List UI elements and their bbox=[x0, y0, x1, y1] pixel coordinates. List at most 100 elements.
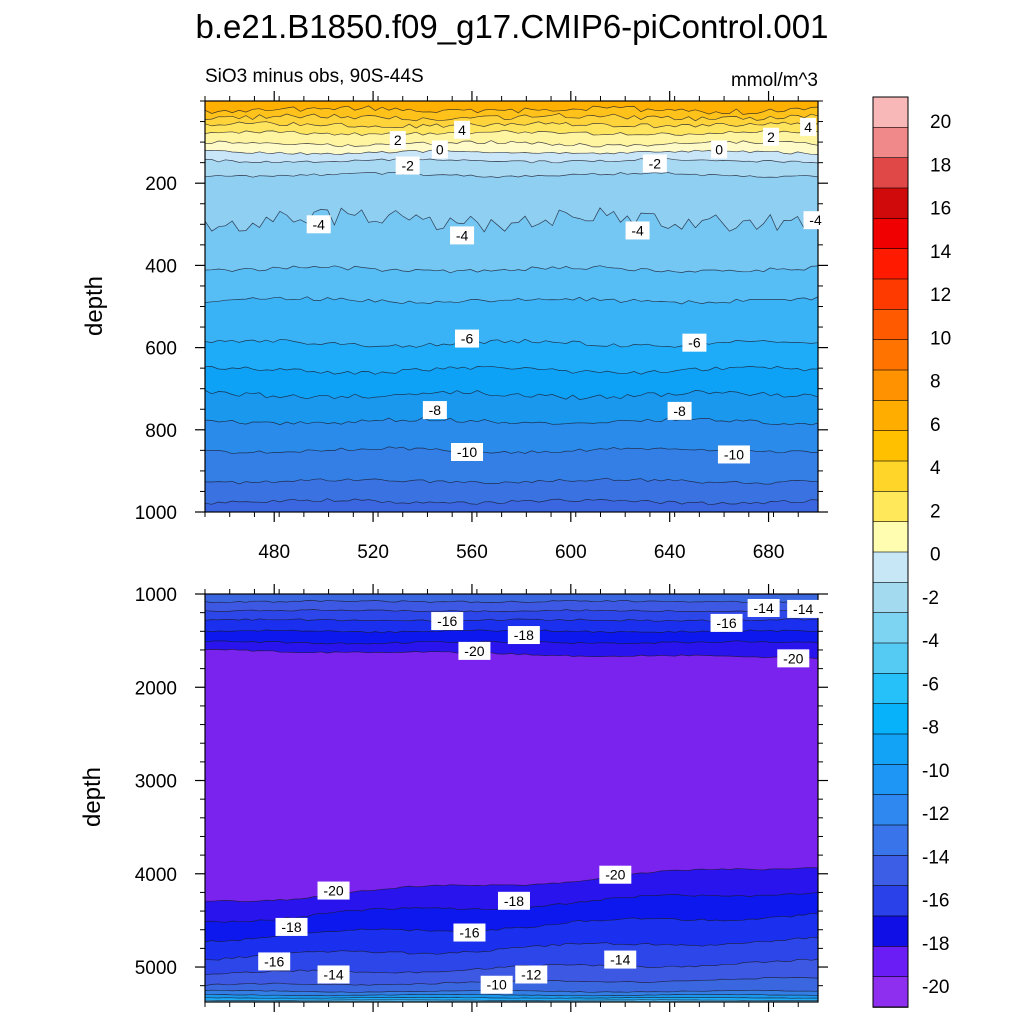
upper-panel-contour-line-2 bbox=[205, 121, 818, 129]
upper-panel-contour-line-3 bbox=[205, 129, 818, 136]
upper-panel-contour-label: 2 bbox=[389, 131, 406, 150]
svg-text:4: 4 bbox=[458, 122, 466, 138]
lower-panel-contour-label: -16 bbox=[431, 612, 464, 631]
colorbar-swatch bbox=[872, 127, 909, 159]
upper-panel-contour-line-16 bbox=[205, 477, 818, 485]
colorbar-tick-label: -10 bbox=[922, 761, 949, 782]
upper-panel-contour-label: -2 bbox=[642, 154, 667, 173]
colorbar-swatch bbox=[872, 642, 909, 675]
svg-text:-14: -14 bbox=[754, 600, 774, 616]
upper-panel-contour-label: 0 bbox=[711, 140, 728, 159]
colorbar-tick-label: 6 bbox=[930, 415, 941, 436]
colorbar-tick-label: 18 bbox=[930, 155, 951, 176]
svg-text:-14: -14 bbox=[323, 966, 343, 982]
lower-panel-contour-line-6 bbox=[205, 867, 818, 902]
lower-panel-contour-line-0 bbox=[205, 599, 818, 604]
upper-panel-contour-label: -10 bbox=[717, 445, 750, 464]
panel-subtitle-right: mmol/m^3 bbox=[731, 70, 818, 91]
colorbar-swatch bbox=[872, 915, 909, 948]
colorbar-swatch bbox=[872, 824, 909, 857]
upper-panel-contour-label: 2 bbox=[763, 127, 780, 146]
svg-text:-18: -18 bbox=[504, 893, 524, 909]
lower-panel-contour-line-9 bbox=[205, 936, 818, 961]
colorbar-swatch bbox=[872, 96, 909, 129]
lower-panel-contour-line-5 bbox=[205, 648, 818, 659]
upper-panel-contour-line-10 bbox=[205, 296, 818, 305]
colorbar-swatch bbox=[872, 369, 909, 402]
colorbar-swatch bbox=[872, 582, 909, 614]
svg-text:-16: -16 bbox=[716, 615, 736, 631]
colorbar-swatch bbox=[872, 491, 909, 523]
colorbar-swatch bbox=[872, 673, 909, 705]
svg-text:0: 0 bbox=[436, 141, 444, 157]
upper-panel-x-tick-label: 680 bbox=[753, 542, 785, 563]
upper-panel-contour-label: 4 bbox=[800, 117, 817, 136]
lower-panel-contour-label: -14 bbox=[604, 950, 637, 969]
svg-text:-12: -12 bbox=[521, 966, 541, 982]
lower-panel-contour-label: -12 bbox=[515, 965, 548, 984]
lower-panel-contour-label: -20 bbox=[458, 641, 491, 660]
upper-y-axis-label: depth bbox=[81, 276, 108, 336]
upper-panel-contour-line-17 bbox=[205, 498, 818, 506]
panel-subtitle-left: SiO3 minus obs, 90S-44S bbox=[205, 66, 424, 87]
colorbar-tick-label: 16 bbox=[930, 199, 951, 220]
lower-panel: 1000 2000 3000 4000 5000 -16 -18 -20 -16 -14 -14 -2… bbox=[135, 584, 828, 1012]
upper-panel-contour-line-14 bbox=[205, 417, 818, 426]
colorbar-swatch bbox=[872, 218, 909, 250]
colorbar-tick-label: 20 bbox=[930, 112, 951, 133]
svg-text:-16: -16 bbox=[264, 953, 284, 969]
upper-panel-y-tick-label: 200 bbox=[145, 174, 177, 195]
svg-text:-16: -16 bbox=[437, 613, 457, 629]
colorbar-swatch bbox=[872, 187, 909, 220]
colorbar-tick-label: 10 bbox=[930, 328, 951, 349]
colorbar-swatch bbox=[872, 278, 909, 311]
colorbar-tick-label: 8 bbox=[930, 372, 941, 393]
svg-text:-10: -10 bbox=[487, 977, 507, 993]
svg-text:-8: -8 bbox=[673, 403, 686, 419]
chart-title: b.e21.B1850.f09_g17.CMIP6-piControl.001 bbox=[196, 8, 829, 45]
svg-text:-4: -4 bbox=[631, 222, 644, 238]
lower-panel-contour-label: -16 bbox=[710, 613, 743, 632]
lower-panel-contour-line-1 bbox=[205, 609, 818, 613]
colorbar-swatch bbox=[872, 157, 909, 189]
svg-text:-18: -18 bbox=[514, 627, 534, 643]
colorbar-tick-label: -4 bbox=[922, 631, 939, 652]
upper-panel-contour-line-13 bbox=[205, 389, 818, 400]
svg-text:-16: -16 bbox=[459, 925, 479, 941]
colorbar-tick-label: 0 bbox=[930, 545, 941, 566]
colorbar-swatch bbox=[872, 946, 909, 978]
colorbar-swatch bbox=[872, 460, 909, 493]
lower-y-axis-label: depth bbox=[79, 767, 106, 827]
lower-panel-contour-label: -20 bbox=[599, 865, 632, 884]
svg-text:-20: -20 bbox=[605, 867, 625, 883]
lower-panel-y-tick-label: 3000 bbox=[135, 772, 177, 793]
upper-panel-contour-label: -4 bbox=[803, 211, 828, 230]
svg-text:-2: -2 bbox=[401, 158, 414, 174]
colorbar-tick-label: 4 bbox=[930, 458, 941, 479]
lower-panel-contour-label: -20 bbox=[777, 649, 810, 668]
svg-text:4: 4 bbox=[804, 119, 812, 135]
upper-panel-band-17 bbox=[205, 498, 818, 512]
upper-panel-x-tick-label: 600 bbox=[555, 542, 587, 563]
upper-panel-contour-line-15 bbox=[205, 446, 818, 455]
svg-text:-6: -6 bbox=[688, 335, 701, 351]
upper-panel-contour-field bbox=[205, 101, 818, 512]
lower-panel-contour-label: -14 bbox=[787, 599, 820, 618]
upper-panel-contour-label: -8 bbox=[422, 401, 447, 420]
upper-panel-x-tick-label: 560 bbox=[456, 542, 488, 563]
lower-panel-contour-line-15 bbox=[205, 999, 818, 1001]
upper-panel-x-tick-label: 480 bbox=[258, 542, 290, 563]
colorbar-tick-label: 14 bbox=[930, 242, 952, 263]
colorbar-swatch bbox=[872, 248, 909, 280]
upper-panel-contour-line-9 bbox=[205, 265, 818, 274]
svg-text:-14: -14 bbox=[793, 601, 813, 617]
colorbar-swatch bbox=[872, 309, 909, 341]
colorbar-swatch bbox=[872, 794, 909, 826]
upper-panel-x-tick-label: 640 bbox=[654, 542, 686, 563]
colorbar-swatch bbox=[872, 855, 909, 887]
colorbar-tick-label: -14 bbox=[922, 847, 950, 868]
upper-panel-contour-label: -4 bbox=[306, 215, 331, 234]
lower-panel-frame bbox=[204, 593, 819, 1003]
upper-panel-y-tick-label: 800 bbox=[145, 421, 177, 442]
colorbar-swatch bbox=[872, 976, 909, 1008]
